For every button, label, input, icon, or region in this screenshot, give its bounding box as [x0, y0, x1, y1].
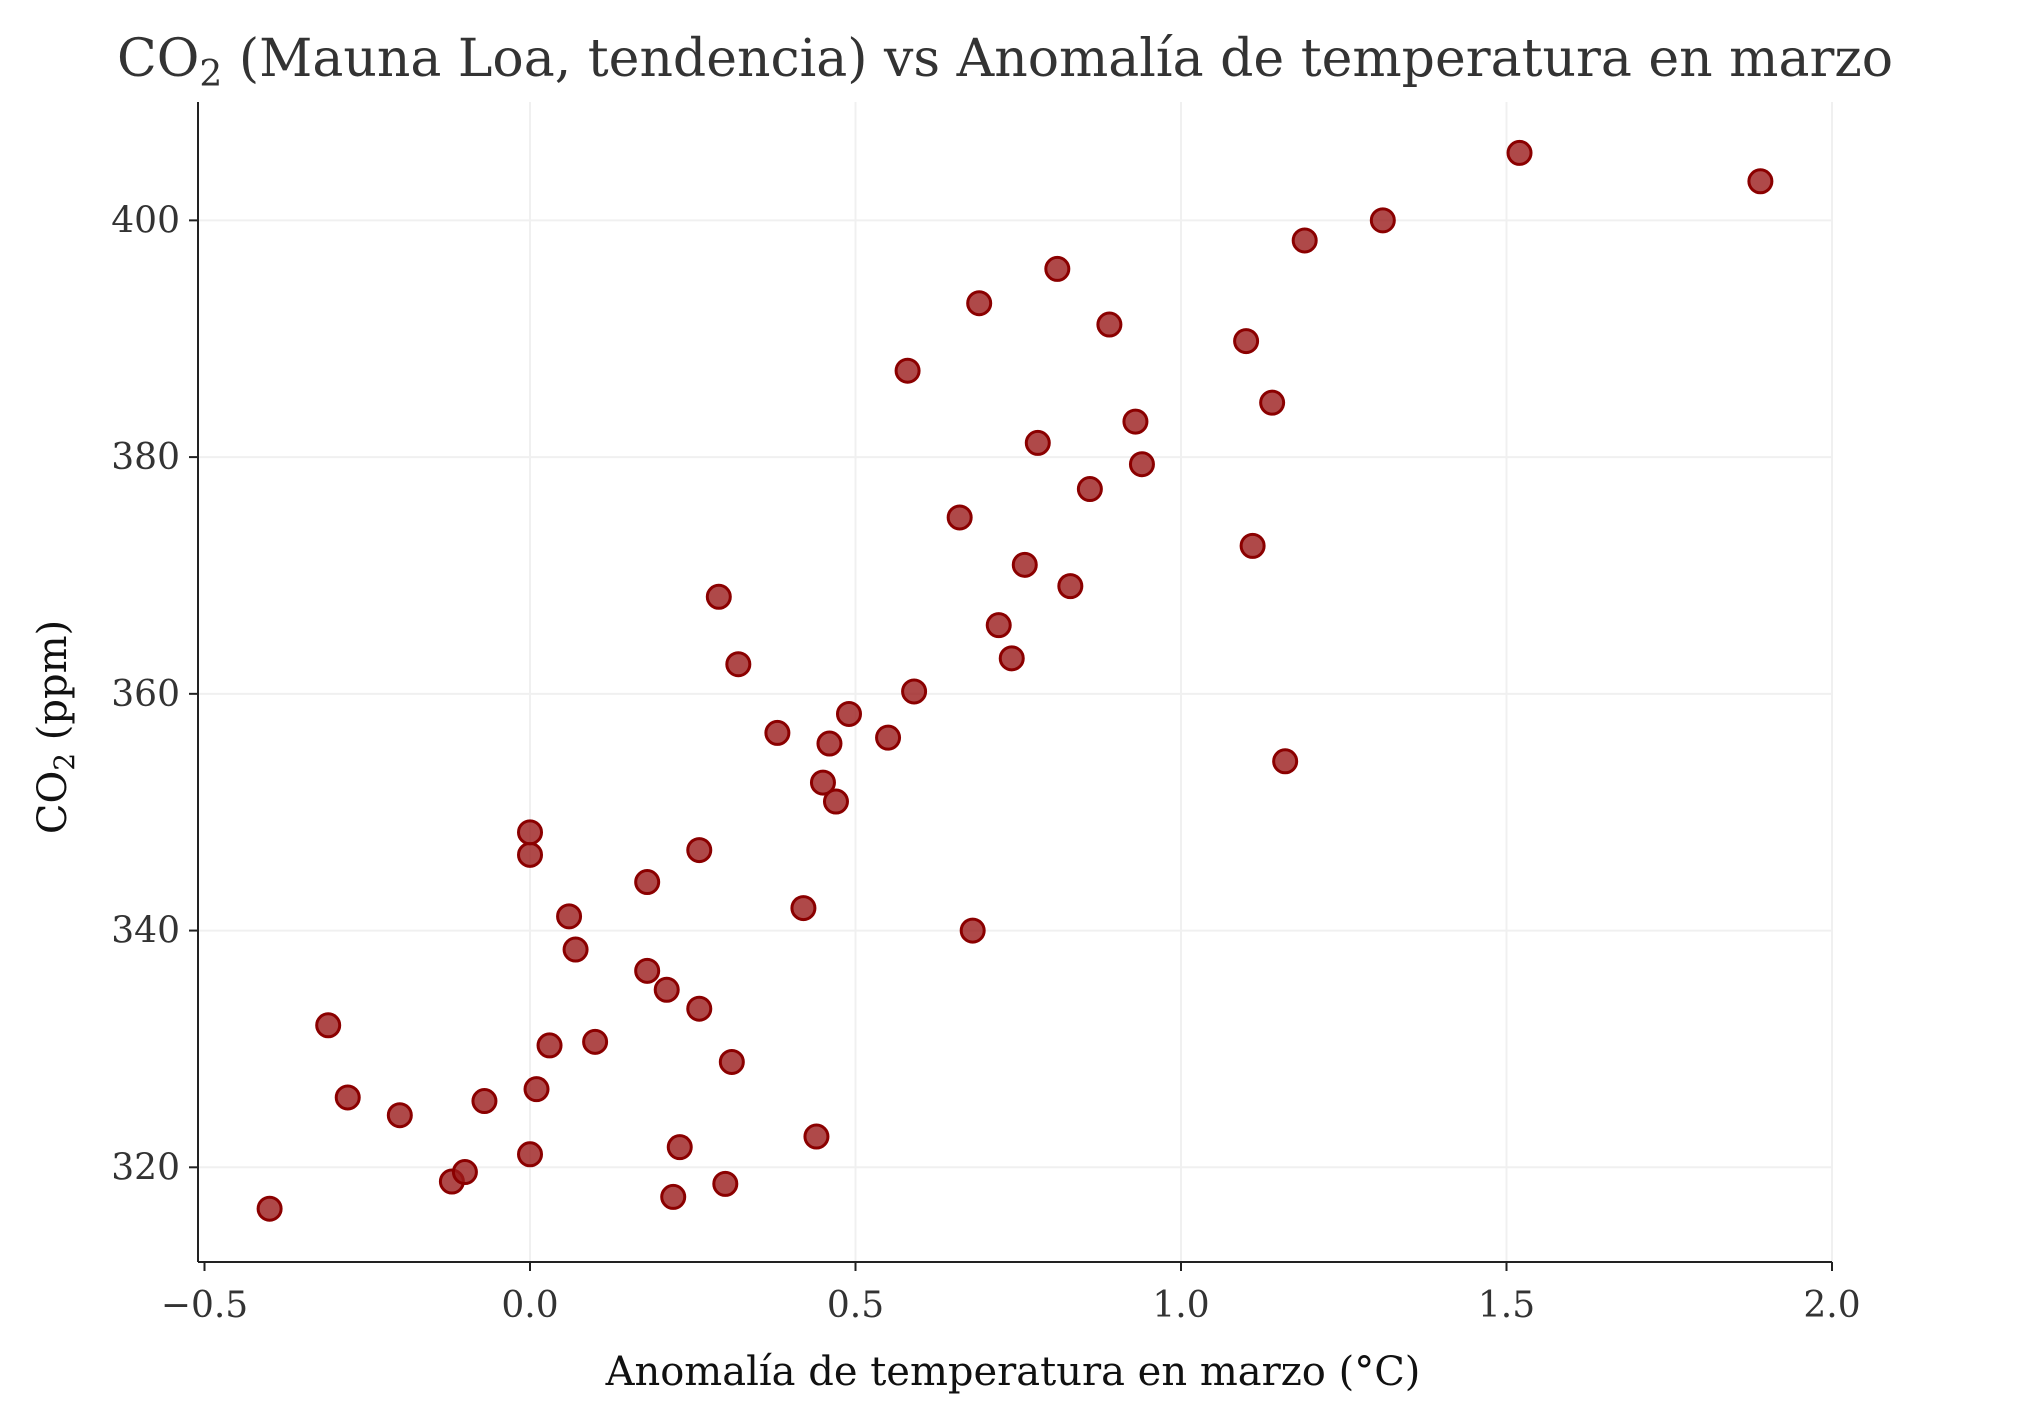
- data-point: [334, 1084, 361, 1111]
- data-point: [1272, 748, 1299, 775]
- data-point: [959, 917, 986, 944]
- data-point: [1259, 389, 1286, 416]
- data-points: [256, 139, 1774, 1222]
- data-point: [1096, 311, 1123, 338]
- x-tick-label: −0.5: [161, 1285, 248, 1326]
- data-point: [315, 1012, 342, 1039]
- data-point: [634, 957, 661, 984]
- data-point: [809, 769, 836, 796]
- data-point: [985, 612, 1012, 639]
- data-point: [386, 1102, 413, 1129]
- data-point: [816, 730, 843, 757]
- grid: [198, 102, 1833, 1262]
- data-point: [517, 841, 544, 868]
- x-tick-label: 1.0: [1152, 1285, 1209, 1326]
- data-point: [517, 1141, 544, 1168]
- data-point: [1057, 573, 1084, 600]
- ticks: −0.5 0.0 0.5 1.0 1.5 2.0 320 340 360 380 400: [111, 200, 1860, 1326]
- data-point: [1011, 551, 1038, 578]
- x-tick-label: 0.0: [501, 1285, 558, 1326]
- data-point: [1128, 451, 1155, 478]
- data-point: [1506, 139, 1533, 166]
- data-point: [451, 1159, 478, 1186]
- data-point: [966, 290, 993, 317]
- x-tick-label: 2.0: [1803, 1285, 1860, 1326]
- chart-title: CO2 (Mauna Loa, tendencia) vs Anomalía d…: [117, 29, 1893, 95]
- x-axis-label: Anomalía de temperatura en marzo (°C): [605, 1349, 1421, 1395]
- data-point: [712, 1170, 739, 1197]
- data-point: [1239, 532, 1266, 559]
- data-point: [894, 357, 921, 384]
- y-tick-label: 400: [111, 200, 180, 241]
- y-tick-label: 340: [111, 911, 180, 952]
- chart-title-main: CO: [117, 29, 199, 89]
- data-point: [1044, 255, 1071, 282]
- data-point: [517, 819, 544, 846]
- y-tick-label: 360: [111, 674, 180, 715]
- data-point: [686, 837, 713, 864]
- data-point: [1369, 207, 1396, 234]
- data-point: [822, 788, 849, 815]
- data-point: [998, 645, 1025, 672]
- data-point: [901, 678, 928, 705]
- data-point: [875, 724, 902, 751]
- data-point: [1024, 429, 1051, 456]
- y-tick-label: 320: [111, 1147, 180, 1188]
- data-point: [1233, 328, 1260, 355]
- data-point: [653, 976, 680, 1003]
- data-point: [1122, 408, 1149, 435]
- x-tick-label: 1.5: [1478, 1285, 1535, 1326]
- y-tick-label: 380: [111, 437, 180, 478]
- data-point: [1747, 168, 1774, 195]
- y-axis-label-main: CO: [30, 771, 76, 834]
- data-point: [634, 869, 661, 896]
- data-point: [556, 903, 583, 930]
- y-axis-label-rest: (ppm): [30, 620, 76, 753]
- data-point: [725, 651, 752, 678]
- data-point: [1291, 227, 1318, 254]
- data-point: [536, 1032, 563, 1059]
- data-point: [562, 936, 589, 963]
- data-point: [686, 995, 713, 1022]
- y-axis-label: CO2 (ppm): [30, 620, 81, 834]
- data-point: [946, 504, 973, 531]
- y-axis-label-subscript: 2: [48, 753, 81, 771]
- data-point: [582, 1028, 609, 1055]
- axes: [197, 102, 1832, 1263]
- data-point: [835, 700, 862, 727]
- x-tick-label: 0.5: [827, 1285, 884, 1326]
- data-point: [660, 1183, 687, 1210]
- data-point: [790, 895, 817, 922]
- data-point: [705, 583, 732, 610]
- data-point: [803, 1123, 830, 1150]
- data-point: [256, 1195, 283, 1222]
- data-point: [666, 1134, 693, 1161]
- chart-title-rest: (Mauna Loa, tendencia) vs Anomalía de te…: [222, 29, 1893, 89]
- data-point: [764, 719, 791, 746]
- data-point: [718, 1048, 745, 1075]
- chart-title-subscript: 2: [199, 54, 222, 95]
- data-point: [471, 1088, 498, 1115]
- data-point: [523, 1076, 550, 1103]
- data-point: [1076, 476, 1103, 503]
